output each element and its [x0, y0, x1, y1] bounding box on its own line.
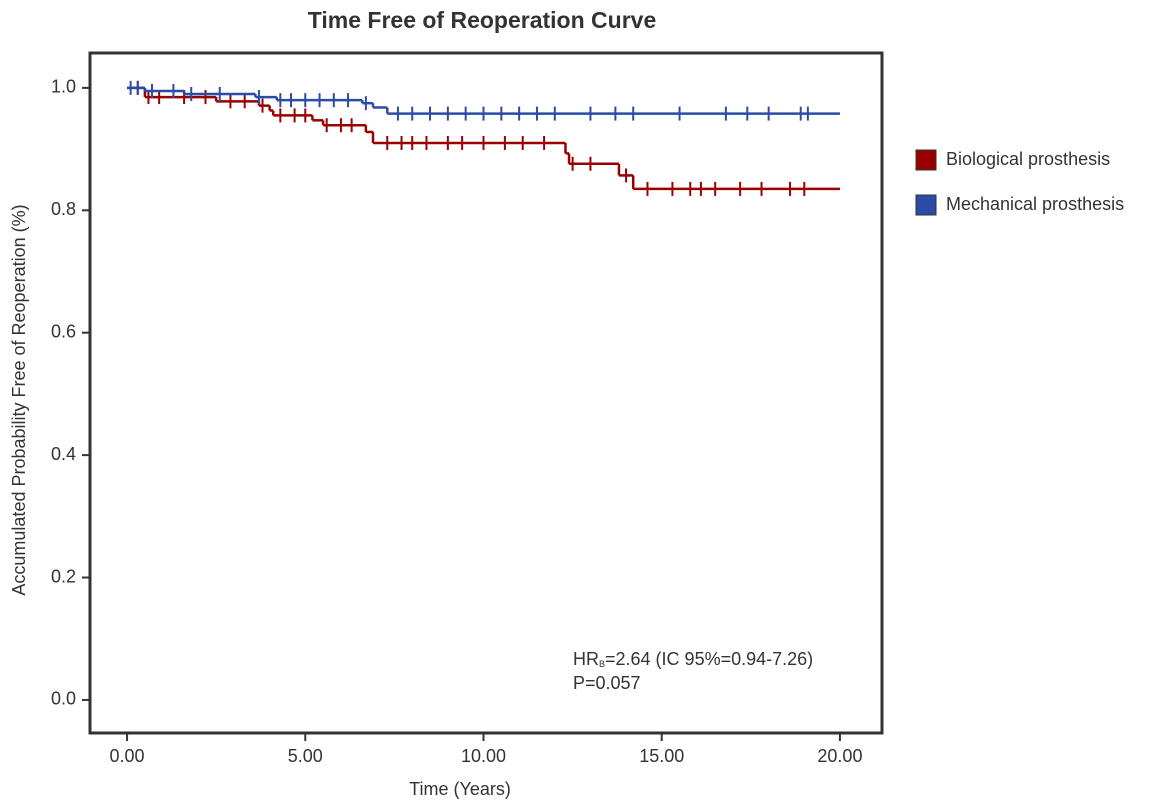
legend-label: Biological prosthesis [946, 149, 1110, 169]
x-tick-label: 10.00 [461, 746, 506, 766]
p-annotation: P=0.057 [573, 673, 641, 693]
legend-label: Mechanical prosthesis [946, 194, 1124, 214]
x-tick-label: 0.00 [110, 746, 145, 766]
y-tick-label: 1.0 [51, 77, 76, 97]
y-tick-label: 0.4 [51, 444, 76, 464]
x-tick-label: 5.00 [288, 746, 323, 766]
y-tick-label: 0.2 [51, 566, 76, 586]
y-tick-label: 0.0 [51, 689, 76, 709]
y-axis-label: Accumulated Probability Free of Reoperat… [9, 204, 29, 595]
legend-swatch [915, 149, 937, 171]
legend-swatch [915, 194, 937, 216]
y-tick-label: 0.6 [51, 321, 76, 341]
hr-subscript: B [599, 659, 605, 669]
chart-title: Time Free of Reoperation Curve [308, 7, 657, 33]
hr-annotation: HRB=2.64 (IC 95%=0.94-7.26) [573, 649, 813, 670]
hr-prefix: HR [573, 649, 599, 669]
plot-frame [88, 51, 884, 735]
x-tick-label: 15.00 [639, 746, 684, 766]
hr-text: =2.64 (IC 95%=0.94-7.26) [605, 649, 813, 669]
y-tick-label: 0.8 [51, 199, 76, 219]
x-axis-label: Time (Years) [409, 779, 511, 799]
x-tick-label: 20.00 [817, 746, 862, 766]
